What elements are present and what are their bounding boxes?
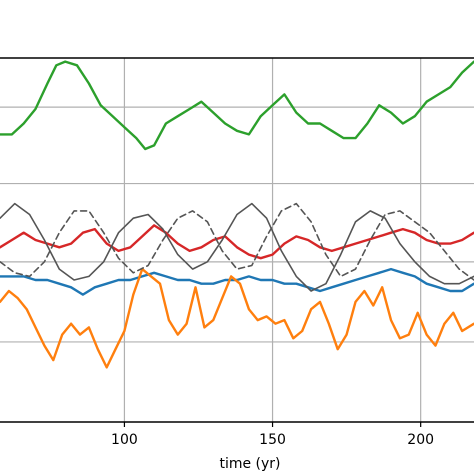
x-tick-label-200: 200 [407, 432, 434, 448]
series-line-3 [0, 267, 474, 369]
x-axis-ticks: 100 150 200 [111, 422, 434, 448]
series-line-4 [0, 202, 474, 292]
series-layer [0, 60, 474, 369]
series-line-1 [0, 224, 474, 260]
x-tick-label-100: 100 [111, 432, 138, 448]
grid-lines [0, 58, 474, 422]
x-axis-label: time (yr) [219, 456, 280, 472]
plot-background [0, 58, 474, 422]
series-line-0 [0, 60, 474, 151]
plot-frame [0, 57, 474, 423]
x-tick-label-150: 150 [259, 432, 286, 448]
